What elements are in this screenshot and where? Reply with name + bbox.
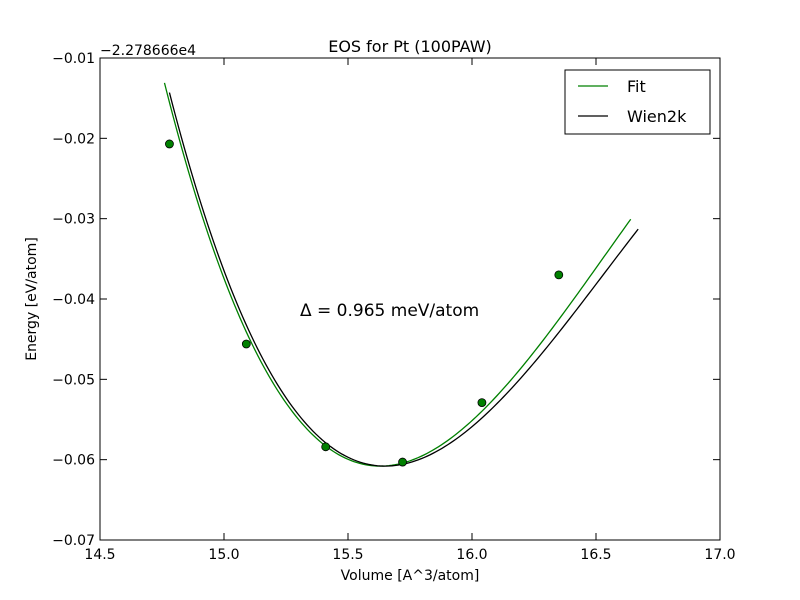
chart-title: EOS for Pt (100PAW) xyxy=(328,37,492,56)
x-axis-title: Volume [A^3/atom] xyxy=(341,568,480,584)
x-tick-label: 16.0 xyxy=(456,547,487,563)
data-point xyxy=(398,457,407,467)
y-tick-label: −0.01 xyxy=(52,51,95,67)
y-tick-label: −0.04 xyxy=(52,292,95,308)
data-point xyxy=(241,339,251,349)
delta-annotation: Δ = 0.965 meV/atom xyxy=(300,301,479,321)
legend: Fit Wien2k xyxy=(564,69,711,135)
x-tick-label: 17.0 xyxy=(704,547,735,563)
series-line-fit xyxy=(163,82,632,467)
data-point xyxy=(477,398,487,408)
y-axis-title: Energy [eV/atom] xyxy=(24,237,40,361)
x-tick-label: 15.0 xyxy=(208,547,239,563)
y-tick-label: −0.06 xyxy=(52,453,95,469)
data-point xyxy=(165,139,174,149)
x-tick-label: 14.5 xyxy=(84,547,115,563)
legend-label-wien2k: Wien2k xyxy=(627,107,687,126)
series-line-wien2k xyxy=(168,92,639,467)
y-offset-label: −2.278666e4 xyxy=(100,43,196,59)
x-tick-label: 15.5 xyxy=(332,547,363,563)
y-tick-label: −0.02 xyxy=(52,131,95,147)
tick-layer: 14.5 15.0 15.5 16.0 16.5 17.0 −0.01 −0.02 −0.03 −… xyxy=(52,51,735,563)
data-point xyxy=(321,442,331,452)
series-layer xyxy=(163,82,639,467)
y-tick-label: −0.07 xyxy=(52,533,95,549)
legend-box xyxy=(564,69,711,135)
y-tick-label: −0.03 xyxy=(52,212,95,228)
data-point xyxy=(554,270,564,280)
x-tick-label: 16.5 xyxy=(580,547,611,563)
y-tick-label: −0.05 xyxy=(52,372,95,388)
legend-label-fit: Fit xyxy=(627,77,646,96)
